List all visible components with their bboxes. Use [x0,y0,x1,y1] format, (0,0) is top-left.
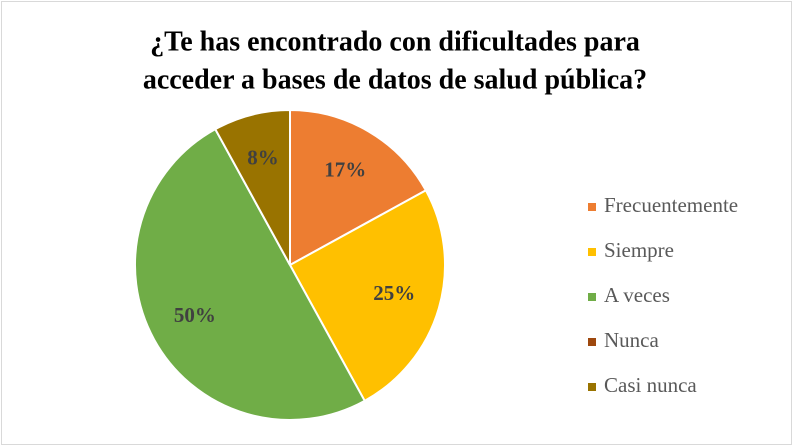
pie-slice [288,188,446,403]
legend-label: A veces [604,283,670,307]
legend-label: Casi nunca [604,373,697,397]
legend-swatch [588,248,596,256]
data-label: 25% [373,281,415,305]
chart-title: acceder a bases de datos de salud públic… [143,64,647,95]
legend-swatch [588,293,596,301]
legend-swatch [588,338,596,346]
chart-title: ¿Te has encontrado con dificultades para [150,26,640,57]
pie-slice [289,108,428,267]
data-label: 8% [247,146,279,170]
pie-slice [213,108,291,266]
data-label: 50% [174,303,216,327]
legend-label: Siempre [604,238,674,262]
legend-label: Nunca [604,328,659,352]
data-label: 17% [324,157,366,181]
legend-label: Frecuentemente [604,193,738,217]
pie-slice [134,127,367,421]
legend-swatch [588,203,596,211]
legend-swatch [588,383,596,391]
